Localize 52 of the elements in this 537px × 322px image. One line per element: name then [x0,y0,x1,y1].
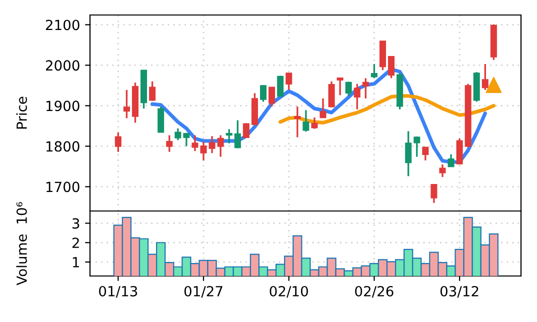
x-tick-label: 01/13 [99,286,138,298]
candlestick [242,122,250,138]
candlestick [482,63,488,91]
candlestick [311,116,318,130]
candlestick [174,128,182,141]
candlestick [294,106,301,138]
candlestick [192,134,198,152]
candlestick [448,153,454,168]
y-tick-label: 1800 [46,141,80,152]
x-tick-label: 02/10 [270,286,308,298]
candlestick [362,77,369,100]
candlestick [268,86,276,108]
candlestick [208,135,216,154]
candlestick [200,140,207,162]
candlestick [234,119,241,150]
candlestick [388,56,395,80]
candlestick [328,80,335,108]
candlestick [277,74,284,98]
y-tick-label: 2100 [46,20,80,30]
x-tick-label: 01/27 [184,286,222,298]
y-tick-label: 1900 [46,100,80,112]
y-tick-label: 3 [72,218,80,229]
candlestick [149,80,156,102]
y-tick-label: 2000 [46,60,80,71]
candlestick [166,134,173,153]
candlestick [286,72,292,91]
candlestick [354,83,360,110]
y-tick-label: 1 [72,257,79,268]
x-tick-label: 03/12 [440,286,478,298]
candlestick [158,106,164,133]
candlestick [114,132,122,153]
candlestick [430,184,438,204]
candlestick [123,89,130,120]
candlestick [422,146,429,162]
candlestick [320,98,326,118]
candlestick [414,136,420,158]
y-tick-label: 2 [72,238,79,248]
candlestick [439,164,446,178]
y-axis-title: Volume 10⁶ [16,202,27,286]
candlestick [260,84,267,102]
y-axis-title: Price [16,96,27,129]
candlestick [302,109,310,132]
candlestick [183,132,190,148]
candlestick [370,63,378,80]
candlestick [226,128,232,144]
candlestick [345,80,352,97]
y-tick-label: 1700 [46,182,80,192]
candlestick [405,130,412,178]
candlestick [336,77,344,96]
candlestick [217,134,224,158]
candlestick [456,138,463,166]
x-tick-label: 02/26 [355,286,394,298]
